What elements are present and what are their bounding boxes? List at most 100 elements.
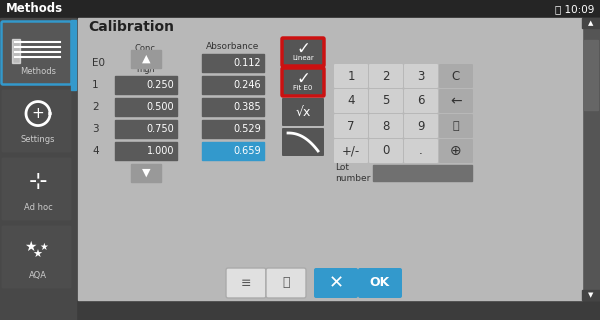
Text: ≡: ≡ [241,276,251,290]
Text: 6: 6 [417,94,425,108]
Bar [115,120,177,138]
FancyBboxPatch shape [282,68,324,96]
FancyBboxPatch shape [334,89,368,113]
Text: Lot
number: Lot number [335,163,370,183]
FancyBboxPatch shape [266,268,306,298]
Text: Methods: Methods [20,67,56,76]
FancyBboxPatch shape [369,64,403,88]
Bar [0,18,76,320]
Text: ⊕: ⊕ [450,144,462,158]
Text: AQA: AQA [29,271,47,280]
Text: 4: 4 [347,94,355,108]
Text: 2: 2 [382,69,390,83]
Text: 0.500: 0.500 [146,102,174,112]
FancyBboxPatch shape [282,38,324,66]
FancyBboxPatch shape [358,268,402,298]
Bar [0,0,600,18]
Text: Linear: Linear [292,55,314,61]
Text: Settings: Settings [21,135,55,144]
Text: 0.659: 0.659 [233,146,261,156]
FancyBboxPatch shape [369,114,403,138]
Text: E0: E0 [92,58,105,68]
Bar [202,76,264,94]
Text: √x: √x [295,106,311,118]
FancyBboxPatch shape [226,268,266,298]
Text: Fit E0: Fit E0 [293,85,313,91]
Text: ⊹: ⊹ [29,172,47,192]
Text: 0.250: 0.250 [146,80,174,90]
Text: +/-: +/- [342,145,360,157]
Text: Conc.
Ag
mg/l: Conc. Ag mg/l [134,44,158,74]
Text: 🗑: 🗑 [452,121,460,131]
Text: 0.750: 0.750 [146,124,174,134]
Text: 8: 8 [382,119,389,132]
Text: 0: 0 [382,145,389,157]
Text: ▼: ▼ [589,292,593,298]
FancyBboxPatch shape [439,139,473,163]
Text: 1: 1 [92,80,98,90]
FancyBboxPatch shape [404,89,438,113]
Bar [202,98,264,116]
Text: ▲: ▲ [142,54,150,64]
FancyBboxPatch shape [404,139,438,163]
Text: 7: 7 [347,119,355,132]
Bar [71,20,76,90]
Bar [202,142,264,160]
Bar [582,18,600,28]
Text: ▼: ▼ [142,168,150,178]
Text: 0.385: 0.385 [233,102,261,112]
Bar [12,38,20,63]
Text: +: + [32,106,44,121]
FancyBboxPatch shape [439,114,473,138]
Text: .: . [419,145,423,157]
Text: Ad hoc: Ad hoc [23,203,52,212]
FancyBboxPatch shape [334,64,368,88]
FancyBboxPatch shape [282,128,324,156]
Text: 2: 2 [92,102,98,112]
FancyBboxPatch shape [1,157,71,220]
Bar [115,142,177,160]
FancyBboxPatch shape [1,21,71,84]
Text: ✓: ✓ [296,70,310,88]
FancyBboxPatch shape [282,98,324,126]
Text: 1: 1 [347,69,355,83]
FancyBboxPatch shape [439,89,473,113]
Bar [582,18,600,300]
Text: ★: ★ [24,240,36,253]
Bar [115,76,177,94]
FancyBboxPatch shape [404,64,438,88]
Text: ✓: ✓ [296,40,310,58]
Bar [373,165,472,181]
Text: ←: ← [450,94,462,108]
Text: ⏱ 10:09: ⏱ 10:09 [554,4,594,14]
Text: Absorbance: Absorbance [206,42,260,51]
Text: OK: OK [370,276,390,290]
Bar [202,54,264,72]
Bar [584,40,598,110]
Text: 3: 3 [418,69,425,83]
Text: Methods: Methods [6,3,63,15]
Bar [131,164,161,182]
Text: C: C [452,69,460,83]
Text: 📋: 📋 [282,276,290,290]
Text: 4: 4 [92,146,98,156]
Text: 1.000: 1.000 [146,146,174,156]
Bar [202,120,264,138]
FancyBboxPatch shape [1,226,71,289]
Text: ✕: ✕ [328,274,344,292]
Text: ★: ★ [40,242,49,252]
FancyBboxPatch shape [1,90,71,153]
Bar [131,50,161,68]
FancyBboxPatch shape [369,89,403,113]
Text: ▲: ▲ [589,20,593,26]
FancyBboxPatch shape [314,268,358,298]
FancyBboxPatch shape [439,64,473,88]
FancyBboxPatch shape [404,114,438,138]
Text: 3: 3 [92,124,98,134]
Bar [582,290,600,300]
FancyBboxPatch shape [369,139,403,163]
Text: Calibration: Calibration [88,20,174,34]
Text: 0.529: 0.529 [233,124,261,134]
Text: 9: 9 [417,119,425,132]
Bar [115,98,177,116]
